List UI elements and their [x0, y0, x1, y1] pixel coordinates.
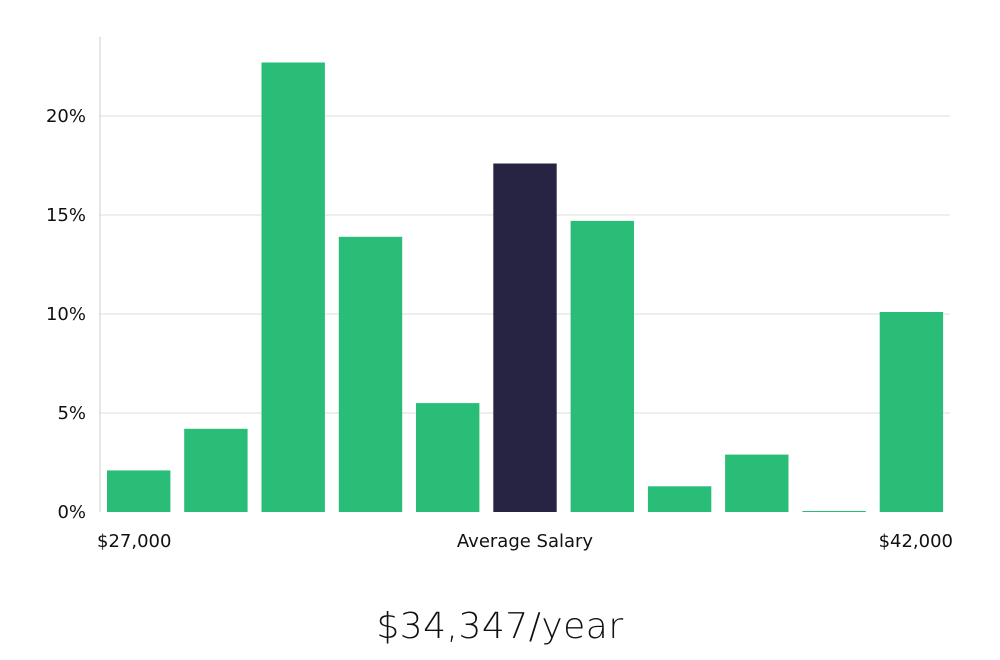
y-tick-label: 5% [57, 403, 86, 424]
x-label-center: Average Salary [457, 531, 594, 552]
y-tick-label: 20% [46, 106, 86, 127]
bar [802, 511, 866, 512]
average-salary-headline: $34,347/year [376, 606, 624, 647]
salary-distribution-chart: 0% 5% 10% 15% 20% $27,000 Average Salary $42… [46, 36, 953, 552]
y-tick-label: 10% [46, 304, 86, 325]
y-tick-label: 0% [57, 502, 86, 523]
y-tick-label: 15% [46, 205, 86, 226]
y-tick-labels: 0% 5% 10% 15% 20% [46, 106, 86, 523]
x-label-min: $27,000 [97, 531, 171, 552]
bar [879, 312, 944, 512]
bar [338, 236, 403, 513]
bar [261, 62, 325, 512]
x-label-max: $42,000 [879, 531, 953, 552]
bar [107, 470, 171, 512]
bar [570, 220, 634, 512]
bar [647, 486, 712, 512]
bar [725, 454, 789, 512]
bar [416, 403, 480, 512]
bar [184, 428, 248, 512]
bars [107, 62, 944, 513]
bar-average [493, 163, 557, 512]
